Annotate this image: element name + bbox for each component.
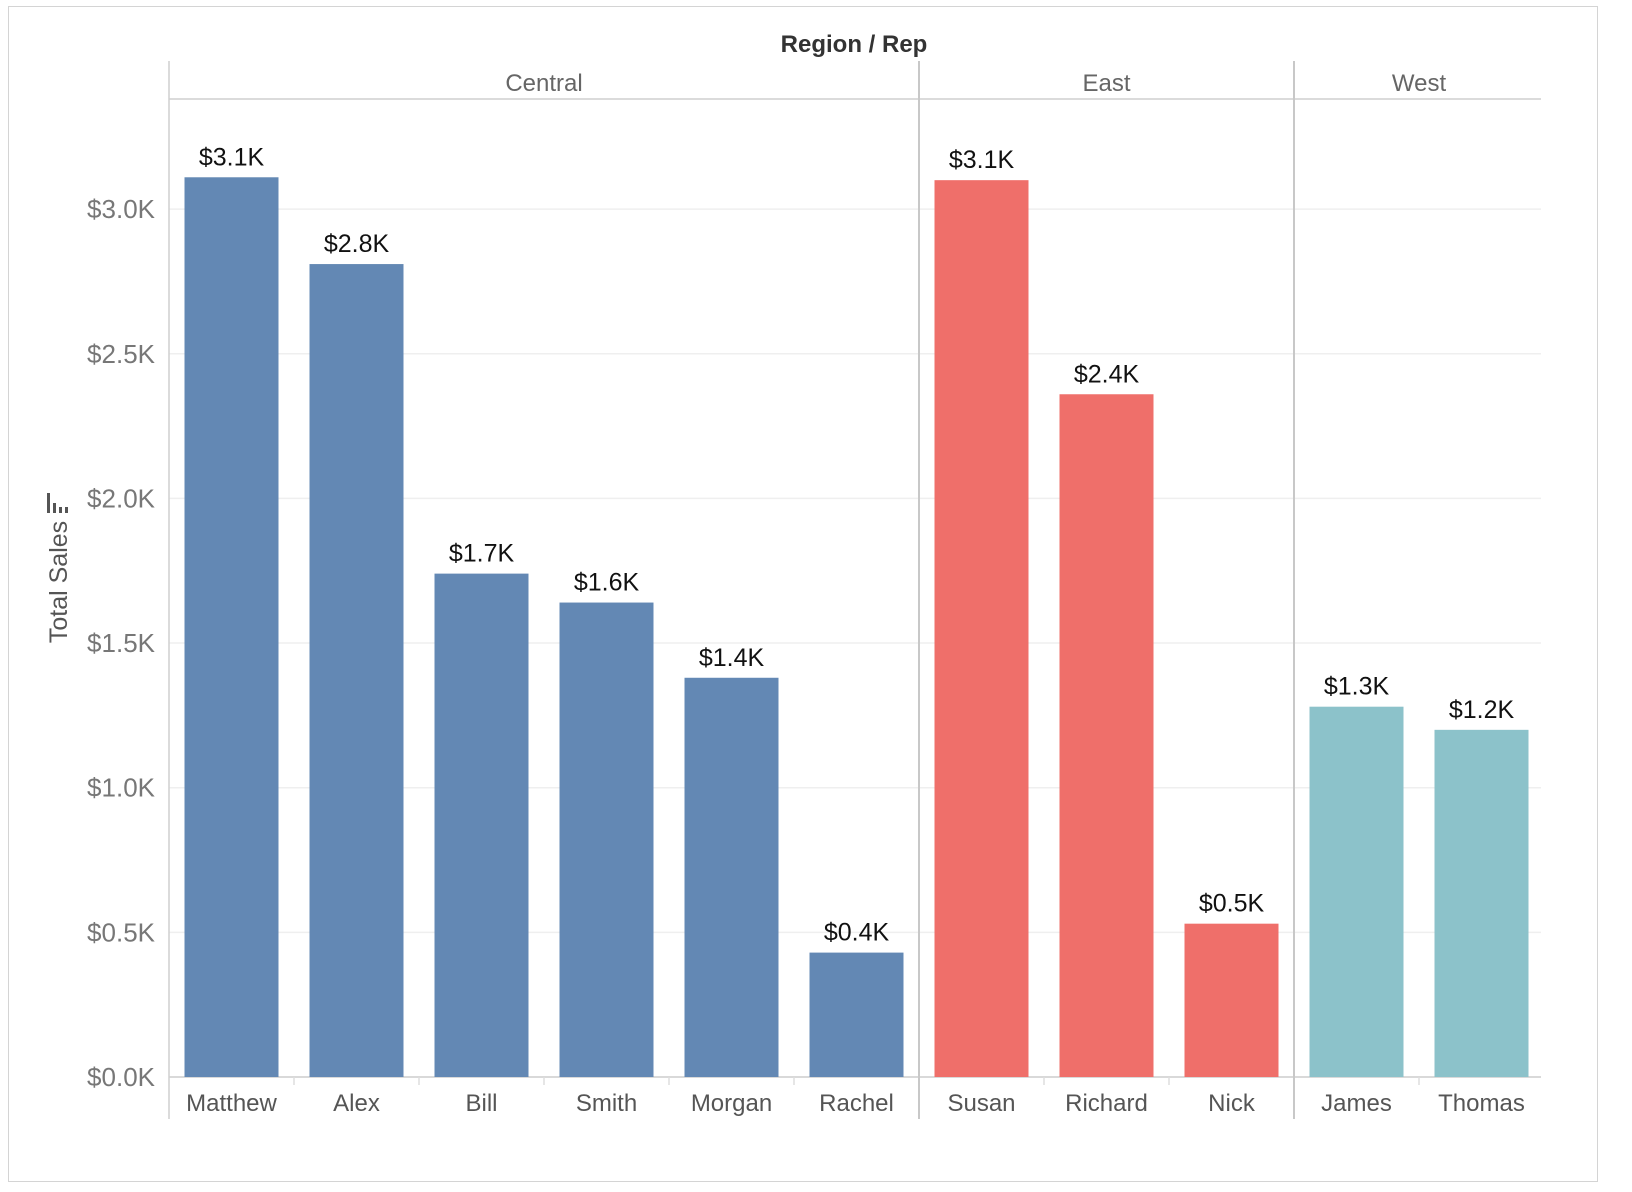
x-tick-label-alex: Alex <box>333 1090 380 1117</box>
x-tick-label-morgan: Morgan <box>691 1090 772 1117</box>
data-label-james: $1.3K <box>1324 673 1390 701</box>
data-label-bill: $1.7K <box>449 540 515 568</box>
x-tick-label-james: James <box>1321 1090 1392 1117</box>
data-label-susan: $3.1K <box>949 146 1015 174</box>
data-label-matthew: $3.1K <box>199 143 265 171</box>
x-tick-label-rachel: Rachel <box>819 1090 894 1117</box>
data-label-thomas: $1.2K <box>1449 696 1515 724</box>
data-label-nick: $0.5K <box>1199 890 1265 918</box>
x-tick-label-bill: Bill <box>465 1090 497 1117</box>
y-tick-label: $3.0K <box>87 194 156 224</box>
sort-icon[interactable] <box>47 493 68 513</box>
x-tick-label-thomas: Thomas <box>1438 1090 1525 1117</box>
y-tick-label: $2.5K <box>87 339 156 369</box>
x-tick-label-matthew: Matthew <box>186 1090 277 1117</box>
bar-rachel[interactable] <box>809 952 904 1077</box>
bar-nick[interactable] <box>1184 923 1279 1077</box>
bar-james[interactable] <box>1309 706 1404 1077</box>
data-label-richard: $2.4K <box>1074 360 1140 388</box>
y-tick-label: $2.0K <box>87 483 156 513</box>
bar-matthew[interactable] <box>184 177 279 1078</box>
bar-morgan[interactable] <box>684 677 779 1077</box>
chart-frame: $0.0K $0.5K $1.0K $1.5K $2.0K $2.5K $3.0K Centr… <box>8 6 1598 1182</box>
bar-smith[interactable] <box>559 602 654 1077</box>
data-label-morgan: $1.4K <box>699 644 765 672</box>
bar-alex[interactable] <box>309 264 404 1077</box>
x-tick-label-richard: Richard <box>1065 1090 1148 1117</box>
data-label-rachel: $0.4K <box>824 919 890 947</box>
y-axis-title: Total Sales <box>45 521 73 643</box>
data-label-alex: $2.8K <box>324 230 390 258</box>
y-tick-label: $1.5K <box>87 628 156 658</box>
labels: $0.0K $0.5K $1.0K $1.5K $2.0K $2.5K $3.0K Centr… <box>87 70 1525 1117</box>
x-tick-label-smith: Smith <box>576 1090 637 1117</box>
y-tick-label: $1.0K <box>87 773 156 803</box>
region-header-west: West <box>1392 70 1447 97</box>
bars <box>184 177 1529 1078</box>
bar-bill[interactable] <box>434 573 529 1077</box>
y-tick-label: $0.5K <box>87 917 156 947</box>
bar-susan[interactable] <box>934 180 1029 1078</box>
x-tick-label-nick: Nick <box>1208 1090 1256 1117</box>
region-header-east: East <box>1082 70 1130 97</box>
y-axis-label: Total Sales <box>45 521 73 643</box>
region-header-central: Central <box>505 70 582 97</box>
data-label-smith: $1.6K <box>574 569 640 597</box>
bar-thomas[interactable] <box>1434 729 1529 1077</box>
chart-title: Region / Rep <box>781 31 928 58</box>
y-tick-label: $0.0K <box>87 1062 156 1092</box>
bar-richard[interactable] <box>1059 394 1154 1077</box>
bar-chart: $0.0K $0.5K $1.0K $1.5K $2.0K $2.5K $3.0K Centr… <box>45 31 1541 1119</box>
x-tick-label-susan: Susan <box>947 1090 1015 1117</box>
